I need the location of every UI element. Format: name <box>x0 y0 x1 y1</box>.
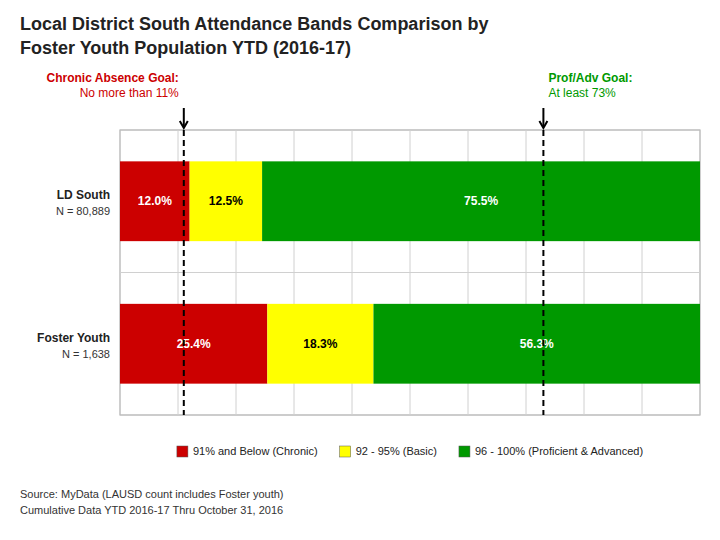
legend-swatch <box>340 446 351 457</box>
goal-arrowhead <box>539 121 547 128</box>
data-labels: 12.0% 12.5% 75.5% 25.4% 18.3% 56.3% <box>138 194 554 351</box>
bar-segment <box>120 161 190 241</box>
grid <box>120 130 700 415</box>
bar-segment <box>120 304 267 384</box>
legend-label: 91% and Below (Chronic) <box>193 445 318 457</box>
legend-label: 92 - 95% (Basic) <box>356 445 437 457</box>
annotations: Chronic Absence Goal:No more than 11% Pro… <box>47 71 633 415</box>
data-label: 12.0% <box>138 194 172 208</box>
annotation-text: No more than 11% <box>80 86 179 100</box>
title: Local District South Attendance Bands Co… <box>20 14 488 34</box>
goal-arrow <box>542 108 544 126</box>
goal-line <box>183 130 185 415</box>
bars <box>120 161 700 383</box>
source-text: Cumulative Data YTD 2016-17 Thru October… <box>20 504 283 516</box>
category-label: LD South <box>57 188 110 202</box>
bar-segment <box>267 304 373 384</box>
source-text: Source: MyData (LAUSD count includes Fos… <box>20 488 284 500</box>
annotation-text: Prof/Adv Goal: <box>548 71 632 85</box>
legend-item: 92 - 95% (Basic) <box>340 445 437 457</box>
annotation-text: At least 73% <box>548 86 616 100</box>
bar-segment <box>262 161 700 241</box>
bar-segment <box>373 304 700 384</box>
category-label: Foster Youth <box>37 331 110 345</box>
data-label: 12.5% <box>209 194 243 208</box>
chart: Local District South Attendance Bands Co… <box>0 0 720 540</box>
subtitle: Foster Youth Population YTD (2016-17) <box>20 38 351 58</box>
bar-segment <box>190 161 263 241</box>
row-divider <box>120 272 700 273</box>
plot-frame <box>120 130 700 415</box>
goal-arrow <box>183 108 185 126</box>
legend-item: 91% and Below (Chronic) <box>177 445 318 457</box>
data-label: 56.3% <box>520 337 554 351</box>
legend-label: 96 - 100% (Proficient & Advanced) <box>475 445 643 457</box>
category-note: N = 80,889 <box>56 205 110 217</box>
annotation-text: Chronic Absence Goal: <box>47 71 179 85</box>
legend-swatch <box>177 446 188 457</box>
goal-line <box>542 130 544 415</box>
legend-swatch <box>459 446 470 457</box>
category-note: N = 1,638 <box>62 348 110 360</box>
data-label: 18.3% <box>303 337 337 351</box>
legend-item: 96 - 100% (Proficient & Advanced) <box>459 445 643 457</box>
legend: 91% and Below (Chronic) 92 - 95% (Basic) 9… <box>177 445 643 457</box>
goal-arrowhead <box>180 121 188 128</box>
data-label: 25.4% <box>177 337 211 351</box>
data-label: 75.5% <box>464 194 498 208</box>
